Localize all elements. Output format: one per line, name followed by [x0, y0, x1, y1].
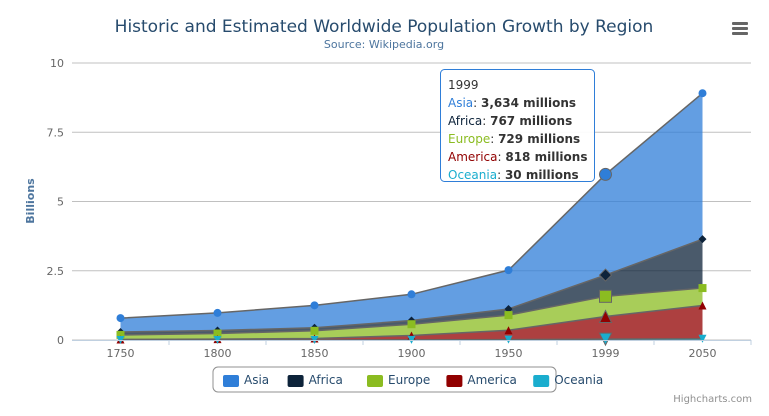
tooltip-row: Europe: 729 millions	[448, 132, 580, 146]
legend: Asia Africa Europe America Oceania	[212, 366, 603, 393]
legend-swatch	[446, 375, 463, 387]
legend-label: Asia	[244, 373, 269, 387]
point-europe-1999[interactable]	[599, 289, 612, 303]
tooltip-row: Africa: 767 millions	[448, 114, 572, 128]
point-africa-1999[interactable]	[598, 268, 613, 282]
x-tick-label: 1750	[107, 347, 135, 360]
tooltip-row: America: 818 millions	[448, 150, 587, 164]
point-oceania-1800[interactable]	[213, 335, 222, 344]
area-america[interactable]	[120, 305, 703, 340]
point-asia-1800[interactable]	[213, 308, 222, 317]
chart-subtitle: Source: Wikipedia.org	[324, 38, 444, 51]
x-tick-label: 1999	[592, 347, 620, 360]
point-asia-1999[interactable]	[599, 167, 612, 181]
point-europe-1850[interactable]	[310, 326, 319, 335]
point-america-1999[interactable]	[598, 309, 613, 324]
point-oceania-1999[interactable]	[598, 332, 613, 347]
tooltip-box	[440, 69, 595, 182]
x-tick-label: 1950	[495, 347, 523, 360]
point-europe-1800[interactable]	[213, 329, 222, 338]
legend-label: Europe	[388, 373, 430, 387]
point-asia-1750[interactable]	[116, 314, 125, 323]
point-europe-2050[interactable]	[698, 284, 707, 293]
point-oceania-1950[interactable]	[504, 335, 513, 344]
point-asia-1950[interactable]	[504, 266, 513, 275]
point-america-1950[interactable]	[504, 326, 513, 335]
point-oceania-1750[interactable]	[116, 335, 125, 344]
tooltip-row: Oceania: 30 millions	[448, 168, 579, 182]
point-oceania-1900[interactable]	[407, 335, 416, 344]
y-axis-title: Billions	[24, 178, 37, 224]
point-asia-1900[interactable]	[407, 290, 416, 299]
legend-swatch	[223, 375, 239, 387]
legend-item-oceania[interactable]: Oceania	[533, 373, 603, 387]
legend-item-europe[interactable]: Europe	[367, 373, 430, 387]
tooltip-header: 1999	[448, 78, 479, 92]
x-tick-label: 1900	[398, 347, 426, 360]
y-tick-label: 10	[50, 57, 64, 70]
chart-title: Historic and Estimated Worldwide Populat…	[115, 17, 654, 37]
point-europe-1900[interactable]	[407, 320, 416, 329]
x-tick-label: 2050	[689, 347, 717, 360]
legend-label: Oceania	[554, 373, 603, 387]
legend-swatch	[367, 375, 383, 387]
area-asia[interactable]	[120, 93, 703, 332]
area-africa[interactable]	[120, 239, 703, 335]
point-asia-1850[interactable]	[310, 301, 319, 310]
legend-item-america[interactable]: America	[446, 373, 517, 387]
y-tick-label: 7.5	[47, 126, 65, 139]
point-africa-2050[interactable]	[698, 235, 707, 244]
y-tick-label: 0	[57, 334, 64, 347]
x-tick-label: 1800	[204, 347, 232, 360]
point-oceania-2050[interactable]	[698, 334, 707, 343]
point-europe-1950[interactable]	[504, 311, 513, 320]
y-tick-label: 2.5	[47, 265, 65, 278]
point-america-2050[interactable]	[698, 301, 707, 310]
point-africa-1950[interactable]	[504, 304, 513, 313]
credits-link[interactable]: Highcharts.com	[673, 394, 752, 405]
point-asia-2050[interactable]	[698, 89, 707, 98]
legend-label: Africa	[309, 373, 343, 387]
legend-item-africa[interactable]: Africa	[287, 373, 343, 387]
tooltip-row: Asia: 3,634 millions	[448, 96, 576, 110]
legend-swatch	[287, 375, 304, 387]
legend-label: America	[467, 373, 517, 387]
y-tick-label: 5	[57, 196, 64, 209]
x-tick-label: 1850	[301, 347, 329, 360]
tooltip: 1999 Asia: 3,634 millions Africa: 767 mill…	[440, 69, 595, 182]
point-oceania-1850[interactable]	[310, 335, 319, 344]
legend-item-asia[interactable]: Asia	[223, 373, 269, 387]
legend-swatch	[533, 375, 550, 387]
point-europe-1750[interactable]	[116, 330, 125, 339]
hamburger-menu-icon[interactable]	[732, 22, 748, 35]
